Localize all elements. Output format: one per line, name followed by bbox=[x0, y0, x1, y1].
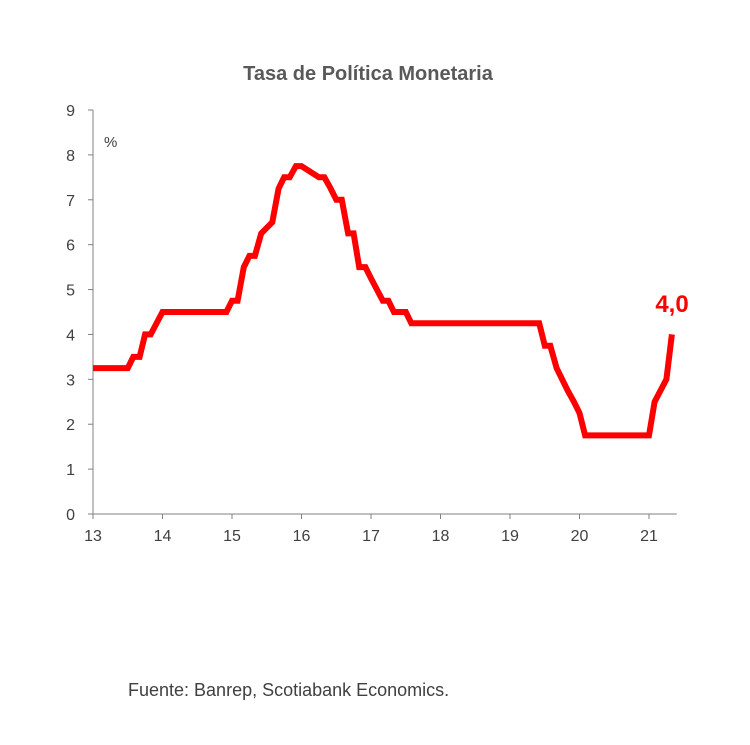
y-tick-label: 9 bbox=[66, 103, 75, 120]
source-note: Fuente: Banrep, Scotiabank Economics. bbox=[128, 680, 450, 700]
x-tick-label: 13 bbox=[84, 528, 102, 545]
x-tick-label: 14 bbox=[154, 528, 172, 545]
y-tick-label: 0 bbox=[66, 507, 75, 524]
chart-title: Tasa de Política Monetaria bbox=[243, 63, 494, 85]
x-tick-label: 15 bbox=[223, 528, 241, 545]
x-tick-label: 21 bbox=[640, 528, 658, 545]
x-tick-label: 16 bbox=[293, 528, 311, 545]
x-tick-label: 20 bbox=[571, 528, 589, 545]
y-tick-label: 2 bbox=[66, 417, 75, 434]
x-tick-label: 18 bbox=[432, 528, 450, 545]
y-tick-label: 8 bbox=[66, 148, 75, 165]
y-unit-label: % bbox=[104, 134, 117, 151]
y-tick-label: 7 bbox=[66, 193, 75, 210]
x-tick-label: 17 bbox=[362, 528, 380, 545]
y-tick-label: 4 bbox=[66, 327, 75, 344]
tick-labels: 0 1 2 3 4 5 6 7 8 9 13 14 15 16 17 18 19 20 21 bbox=[66, 103, 658, 545]
y-tick-label: 6 bbox=[66, 238, 75, 255]
y-tick-label: 3 bbox=[66, 372, 75, 389]
y-tick-label: 1 bbox=[66, 462, 75, 479]
last-value-annotation: 4,0 bbox=[655, 291, 688, 318]
y-tick-label: 5 bbox=[66, 283, 75, 300]
series-line-tpm bbox=[93, 163, 675, 439]
x-tick-label: 19 bbox=[501, 528, 519, 545]
axes bbox=[88, 109, 677, 519]
